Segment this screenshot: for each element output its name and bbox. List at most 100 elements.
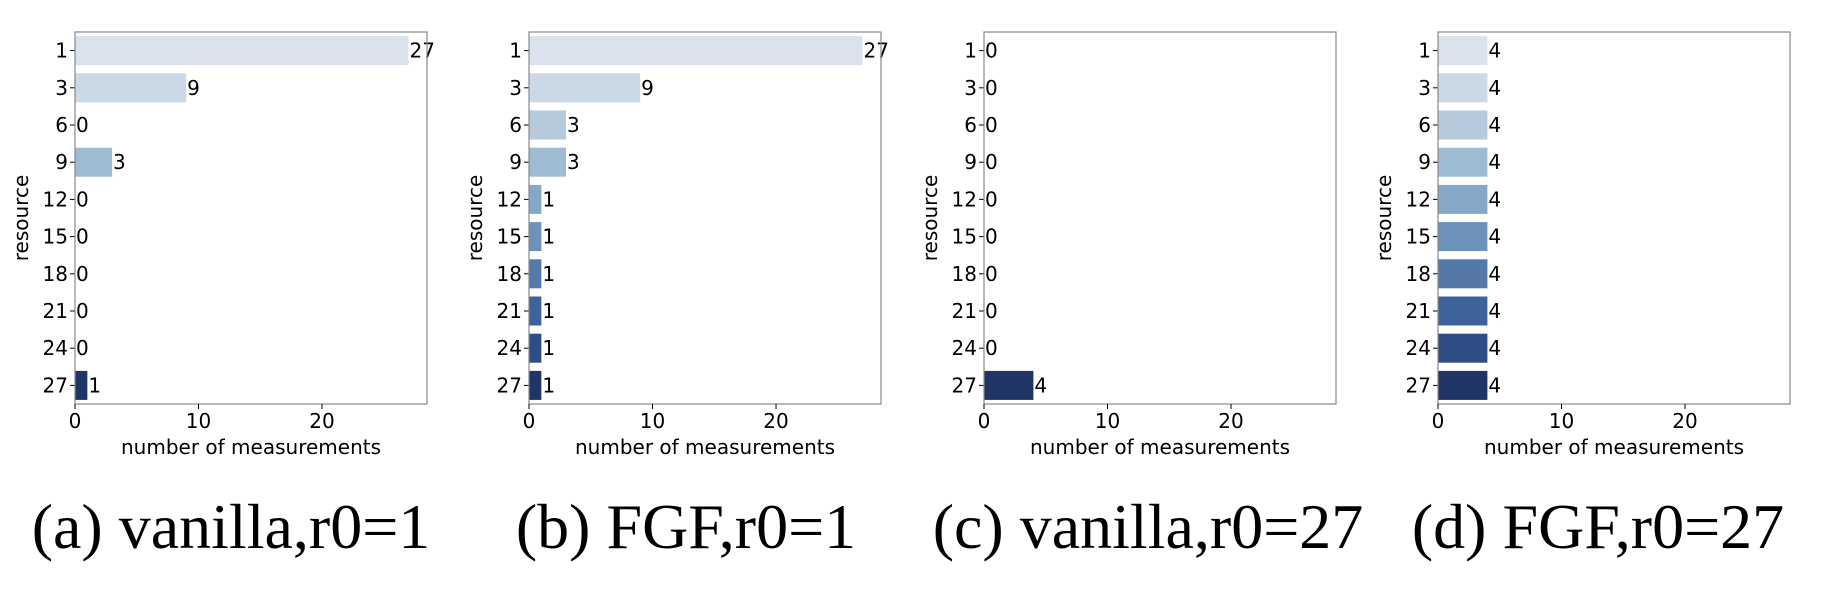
plot-frame <box>983 31 1337 405</box>
y-tick-label: 9 <box>55 150 68 174</box>
y-tick-label: 21 <box>952 299 977 323</box>
bar <box>1438 184 1488 214</box>
bar-value-label: 4 <box>1488 225 1501 249</box>
bar-value-label: 1 <box>88 373 101 397</box>
bar-value-label: 4 <box>1488 262 1501 286</box>
bar-value-label: 0 <box>76 262 89 286</box>
y-tick-label: 18 <box>952 262 977 286</box>
y-tick-label: 12 <box>952 187 977 211</box>
bar-value-label: 4 <box>1034 373 1047 397</box>
bar <box>1438 36 1488 66</box>
bar <box>1438 259 1488 289</box>
bar-value-label: 0 <box>985 187 998 211</box>
y-tick-label: 3 <box>509 76 522 100</box>
bar-value-label: 1 <box>542 373 555 397</box>
y-tick-label: 27 <box>497 373 522 397</box>
y-tick-label: 6 <box>55 113 68 137</box>
bar <box>984 370 1034 400</box>
bar-value-label: 0 <box>985 299 998 323</box>
y-tick-label: 21 <box>497 299 522 323</box>
bar <box>1438 333 1488 363</box>
bar-value-label: 4 <box>1488 336 1501 360</box>
bar-value-label: 0 <box>76 299 89 323</box>
x-tick-label: 10 <box>1095 409 1120 433</box>
bar-value-label: 4 <box>1488 76 1501 100</box>
x-tick-label: 0 <box>523 409 536 433</box>
bar-value-label: 4 <box>1488 373 1501 397</box>
bar-value-label: 0 <box>985 225 998 249</box>
bar <box>529 259 542 289</box>
bar <box>1438 110 1488 140</box>
bar-value-label: 0 <box>985 262 998 286</box>
bar-value-label: 0 <box>76 225 89 249</box>
bar <box>1438 222 1488 252</box>
y-tick-label: 21 <box>1406 299 1431 323</box>
y-tick-label: 6 <box>1418 113 1431 137</box>
bar-value-label: 0 <box>985 113 998 137</box>
bar <box>1438 147 1488 177</box>
bar-value-label: 1 <box>542 262 555 286</box>
bar-value-label: 27 <box>409 39 434 63</box>
plot-frame <box>74 31 428 405</box>
bar-value-label: 1 <box>542 336 555 360</box>
bar <box>75 36 409 66</box>
y-tick-label: 27 <box>1406 373 1431 397</box>
bar-value-label: 3 <box>567 150 580 174</box>
y-tick-label: 15 <box>1406 225 1431 249</box>
y-tick-label: 6 <box>509 113 522 137</box>
x-tick-label: 0 <box>1432 409 1445 433</box>
y-tick-label: 9 <box>509 150 522 174</box>
x-axis-label: number of measurements <box>121 435 381 459</box>
y-tick-label: 1 <box>1418 39 1431 63</box>
y-tick-label: 6 <box>964 113 977 137</box>
x-tick-label: 0 <box>978 409 991 433</box>
bar-value-label: 9 <box>641 76 654 100</box>
bar <box>529 110 567 140</box>
x-axis-label: number of measurements <box>575 435 835 459</box>
x-axis-label: number of measurements <box>1030 435 1290 459</box>
bar-value-label: 4 <box>1488 150 1501 174</box>
bar <box>529 370 542 400</box>
plot-frame <box>528 31 882 405</box>
bar <box>75 73 187 103</box>
caption-d: (d) FGF,r0=27 <box>1411 491 1785 562</box>
bar-value-label: 1 <box>542 225 555 249</box>
bar-value-label: 0 <box>76 336 89 360</box>
bar <box>1438 73 1488 103</box>
bar-value-label: 4 <box>1488 299 1501 323</box>
y-tick-label: 24 <box>497 336 522 360</box>
bar-value-label: 0 <box>985 336 998 360</box>
y-tick-label: 1 <box>55 39 68 63</box>
y-axis-label: resource <box>1372 175 1396 262</box>
bar-value-label: 0 <box>985 150 998 174</box>
bar <box>1438 296 1488 326</box>
plot-frame <box>1437 31 1791 405</box>
x-tick-label: 20 <box>1672 409 1697 433</box>
x-axis-label: number of measurements <box>1484 435 1744 459</box>
bar <box>529 147 567 177</box>
y-axis-label: resource <box>918 175 942 262</box>
y-tick-label: 3 <box>1418 76 1431 100</box>
bar <box>529 184 542 214</box>
y-tick-label: 24 <box>1406 336 1431 360</box>
y-tick-label: 15 <box>952 225 977 249</box>
bar-value-label: 27 <box>863 39 888 63</box>
bar-value-label: 0 <box>76 113 89 137</box>
y-tick-label: 9 <box>1418 150 1431 174</box>
y-tick-label: 1 <box>964 39 977 63</box>
y-tick-label: 18 <box>497 262 522 286</box>
x-tick-label: 20 <box>309 409 334 433</box>
x-tick-label: 10 <box>640 409 665 433</box>
y-tick-label: 3 <box>964 76 977 100</box>
bar-value-label: 4 <box>1488 113 1501 137</box>
x-tick-label: 20 <box>763 409 788 433</box>
y-tick-label: 21 <box>43 299 68 323</box>
caption-b: (b) FGF,r0=1 <box>515 491 857 562</box>
x-tick-label: 10 <box>1549 409 1574 433</box>
bar <box>529 296 542 326</box>
